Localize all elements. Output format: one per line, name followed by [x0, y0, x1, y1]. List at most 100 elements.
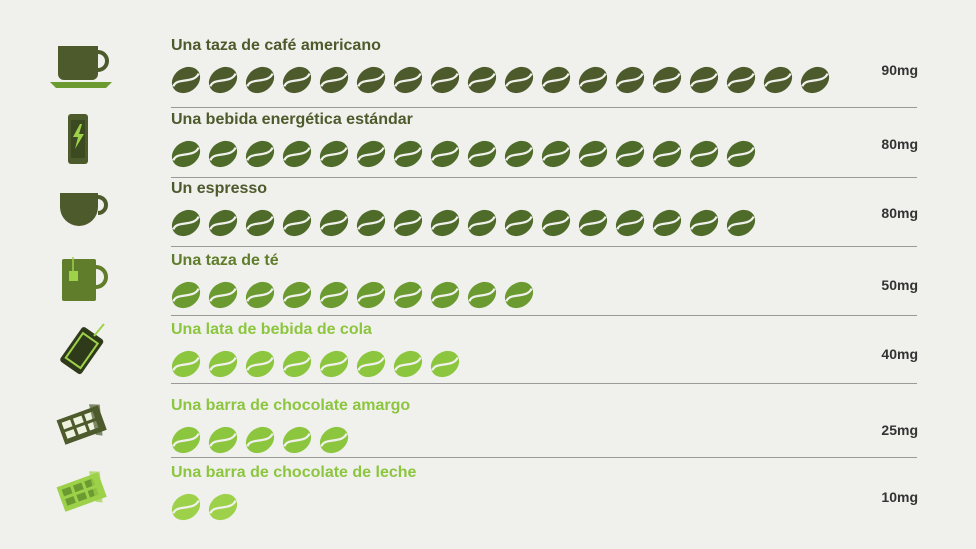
coffee-bean-mark [393, 66, 423, 94]
coffee-bean-mark [282, 426, 312, 454]
coffee-bean-mark [578, 140, 608, 168]
chart-row: Una barra de chocolate amargo 25mg [0, 397, 976, 458]
cola-can-icon [48, 322, 118, 378]
coffee-bean-mark [319, 426, 349, 454]
bean-bar [171, 426, 349, 454]
chart-row: Una barra de chocolate de leche 10mg [0, 464, 976, 525]
coffee-bean-mark [504, 209, 534, 237]
coffee-bean-mark [504, 66, 534, 94]
category-label: Una bebida energética estándar [171, 111, 413, 128]
coffee-bean-mark [245, 426, 275, 454]
dark-chocolate-bar-icon [48, 398, 118, 454]
coffee-bean-mark [541, 66, 571, 94]
coffee-bean-mark [467, 281, 497, 309]
coffee-bean-mark [282, 350, 312, 378]
coffee-bean-mark [319, 66, 349, 94]
coffee-bean-mark [356, 209, 386, 237]
coffee-bean-mark [615, 209, 645, 237]
coffee-bean-mark [652, 66, 682, 94]
tea-mug-icon [48, 253, 118, 309]
category-label: Una lata de bebida de cola [171, 321, 372, 338]
coffee-bean-mark [430, 66, 460, 94]
coffee-bean-mark [393, 281, 423, 309]
coffee-bean-mark [430, 209, 460, 237]
coffee-bean-mark [356, 281, 386, 309]
category-label: Una barra de chocolate amargo [171, 397, 411, 414]
coffee-bean-mark [208, 493, 238, 521]
coffee-bean-mark [171, 66, 201, 94]
row-divider [171, 246, 917, 247]
coffee-bean-mark [578, 209, 608, 237]
bean-bar [171, 209, 756, 237]
coffee-bean-mark [282, 66, 312, 94]
coffee-bean-mark [430, 140, 460, 168]
coffee-bean-mark [430, 281, 460, 309]
category-label: Una taza de café americano [171, 37, 381, 54]
milk-chocolate-bar-icon [48, 465, 118, 521]
coffee-bean-mark [504, 140, 534, 168]
coffee-bean-mark [356, 66, 386, 94]
value-label: 50mg [881, 277, 918, 293]
coffee-bean-mark [208, 281, 238, 309]
coffee-bean-mark [208, 66, 238, 94]
coffee-bean-mark [467, 209, 497, 237]
row-divider [171, 177, 917, 178]
coffee-bean-mark [245, 209, 275, 237]
coffee-bean-mark [800, 66, 830, 94]
row-divider [171, 107, 917, 108]
chart-row: Una bebida energética estándar 80mg [0, 111, 976, 172]
coffee-bean-mark [245, 66, 275, 94]
coffee-bean-mark [319, 281, 349, 309]
coffee-bean-mark [393, 140, 423, 168]
coffee-cup-saucer-icon [48, 38, 118, 94]
chart-row: Un espresso 80mg [0, 180, 976, 241]
coffee-bean-mark [652, 209, 682, 237]
coffee-bean-mark [208, 350, 238, 378]
coffee-bean-mark [282, 140, 312, 168]
bean-bar [171, 281, 534, 309]
energy-drink-can-icon [48, 112, 118, 168]
coffee-bean-mark [689, 140, 719, 168]
category-label: Una taza de té [171, 252, 279, 269]
coffee-bean-mark [245, 281, 275, 309]
coffee-bean-mark [208, 209, 238, 237]
row-divider [171, 457, 917, 458]
chart-row: Una taza de té 50mg [0, 252, 976, 313]
coffee-bean-mark [171, 350, 201, 378]
coffee-bean-mark [430, 350, 460, 378]
coffee-bean-mark [689, 66, 719, 94]
coffee-bean-mark [467, 140, 497, 168]
coffee-bean-mark [615, 140, 645, 168]
coffee-bean-mark [652, 140, 682, 168]
coffee-bean-mark [763, 66, 793, 94]
value-label: 80mg [881, 205, 918, 221]
coffee-bean-mark [504, 281, 534, 309]
chart-row: Una lata de bebida de cola 40mg [0, 321, 976, 382]
coffee-bean-mark [282, 209, 312, 237]
coffee-bean-mark [356, 140, 386, 168]
value-label: 90mg [881, 62, 918, 78]
coffee-bean-mark [356, 350, 386, 378]
coffee-bean-mark [726, 140, 756, 168]
coffee-bean-mark [393, 209, 423, 237]
coffee-bean-mark [208, 140, 238, 168]
row-divider [171, 315, 917, 316]
coffee-bean-mark [171, 281, 201, 309]
coffee-bean-mark [171, 140, 201, 168]
chart-row: Una taza de café americano 90mg [0, 37, 976, 98]
value-label: 40mg [881, 346, 918, 362]
coffee-bean-mark [467, 66, 497, 94]
coffee-bean-mark [319, 209, 349, 237]
coffee-bean-mark [282, 281, 312, 309]
value-label: 10mg [881, 489, 918, 505]
coffee-bean-mark [541, 140, 571, 168]
coffee-bean-mark [208, 426, 238, 454]
coffee-bean-mark [171, 426, 201, 454]
category-label: Un espresso [171, 180, 268, 197]
bean-bar [171, 66, 830, 94]
coffee-bean-mark [171, 209, 201, 237]
coffee-bean-mark [615, 66, 645, 94]
coffee-bean-mark [726, 209, 756, 237]
value-label: 25mg [881, 422, 918, 438]
